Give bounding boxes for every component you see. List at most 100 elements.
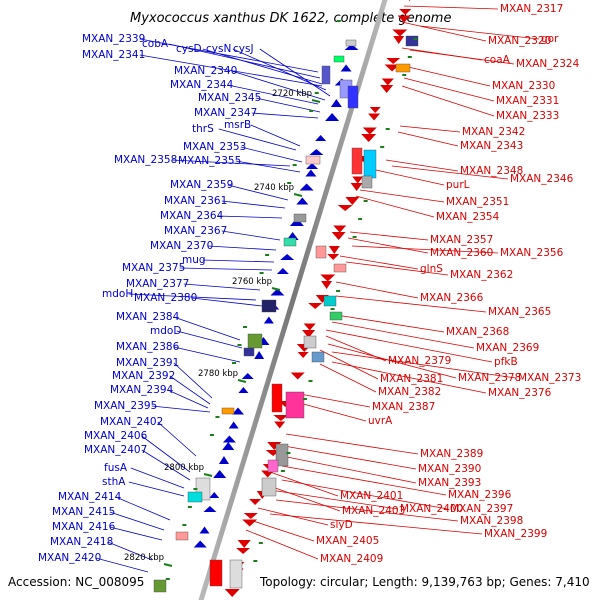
- gene-box: [323, 295, 337, 307]
- left-leader-line: [171, 159, 291, 167]
- left-leader-line: [251, 112, 319, 119]
- marker-dash: [165, 578, 170, 580]
- gene-arrow: [236, 548, 251, 554]
- left-leader-line: [207, 245, 277, 251]
- right-leader-line: [281, 465, 447, 496]
- gene-box: [333, 55, 345, 63]
- right-leader-line: [397, 131, 459, 147]
- marker-dash: [309, 110, 314, 112]
- gene-box: [175, 531, 189, 541]
- left-gene-label: MXAN_2345: [198, 92, 261, 104]
- right-gene-label: MXAN_2403: [342, 505, 405, 517]
- right-gene-label: slyD: [330, 519, 353, 531]
- right-gene-label: MXAN_2409: [320, 553, 383, 565]
- left-gene-label: MXAN_2347: [194, 107, 257, 119]
- kbp-label: 2780 kbp: [198, 369, 238, 379]
- marker-dash: [237, 344, 242, 346]
- left-gene-label: thrS: [192, 123, 214, 135]
- left-leader-line: [176, 330, 243, 349]
- gene-arrow: [305, 169, 317, 177]
- gene-box: [221, 407, 235, 415]
- gene-arrow: [222, 435, 236, 443]
- right-gene-label: MXAN_2387: [372, 401, 435, 413]
- gene-arrow: [352, 176, 364, 184]
- gene-box: [275, 443, 289, 467]
- gene-box: [267, 459, 279, 473]
- gene-arrow: [241, 373, 254, 379]
- gene-arrow: [297, 352, 309, 358]
- left-leader-line: [235, 160, 301, 173]
- left-gene-label: MXAN_2402: [100, 416, 163, 428]
- kbp-tick-mark: [237, 379, 247, 383]
- gene-arrow: [261, 470, 275, 478]
- right-leader-line: [329, 313, 445, 333]
- right-leader-line: [403, 5, 499, 10]
- marker-dash: [215, 416, 220, 418]
- right-leader-line: [275, 499, 459, 522]
- left-gene-label: cysN: [206, 43, 231, 55]
- right-leader-line: [351, 245, 499, 254]
- gene-box: [243, 347, 255, 357]
- gene-box: [321, 65, 331, 85]
- right-leader-line: [269, 489, 399, 510]
- left-gene-label: MXAN_2339: [82, 33, 145, 45]
- gene-arrow: [315, 135, 327, 141]
- left-leader-line: [218, 128, 297, 151]
- left-leader-line: [173, 346, 241, 363]
- right-gene-label: MXAN_2360: [430, 247, 493, 259]
- gene-arrow: [321, 281, 333, 289]
- gene-arrow: [325, 113, 340, 121]
- gene-box: [405, 35, 419, 47]
- left-gene-label: MXAN_2416: [52, 521, 116, 533]
- gene-arrow: [296, 197, 309, 205]
- gene-box: [363, 149, 377, 179]
- topology-text: Topology: circular; Length: 9,139,763 bp…: [259, 575, 590, 589]
- gene-box: [293, 213, 307, 223]
- gene-arrow: [361, 134, 377, 142]
- right-leader-line: [295, 401, 367, 422]
- marker-dash: [232, 362, 236, 364]
- gene-arrow: [290, 372, 305, 380]
- gene-arrow: [222, 442, 235, 450]
- right-gene-label: MXAN_2379: [388, 355, 451, 367]
- gene-box: [261, 477, 277, 497]
- right-leader-line: [391, 165, 509, 180]
- left-gene-label: MXAN_2358: [114, 154, 177, 166]
- gene-arrow: [242, 519, 258, 527]
- left-leader-line: [173, 316, 241, 341]
- gene-arrow: [303, 323, 316, 331]
- gene-arrow: [270, 288, 285, 296]
- gene-arrow: [344, 44, 359, 50]
- right-leader-line: [399, 125, 461, 133]
- right-leader-line: [325, 329, 493, 363]
- marker-dash: [308, 380, 313, 382]
- left-gene-label: MXAN_2341: [82, 49, 145, 61]
- right-leader-line: [403, 77, 495, 102]
- right-gene-label: MXAN_2343: [460, 140, 523, 152]
- right-leader-line: [345, 261, 449, 276]
- right-leader-line: [331, 361, 487, 394]
- left-gene-label: MXAN_2359: [170, 179, 233, 191]
- right-leader-line: [335, 281, 419, 299]
- right-leader-line: [401, 85, 495, 117]
- right-gene-label: MXAN_2331: [496, 95, 559, 107]
- marker-dash: [193, 488, 198, 490]
- left-gene-label: MXAN_2344: [170, 79, 234, 91]
- gene-box: [395, 63, 411, 73]
- right-gene-label: MXAN_2346: [510, 173, 574, 185]
- marker-dash: [330, 308, 335, 310]
- gene-arrow: [231, 407, 244, 415]
- gene-box: [153, 579, 167, 593]
- gene-arrow: [327, 254, 340, 260]
- left-leader-line: [221, 200, 286, 209]
- right-gene-label: MXAN_2401: [340, 490, 403, 502]
- gene-arrow: [368, 113, 381, 121]
- gene-arrow: [393, 36, 405, 44]
- left-leader-line: [179, 267, 273, 271]
- left-leader-line: [128, 293, 257, 301]
- left-gene-label: mdoH: [102, 288, 133, 300]
- gene-box: [303, 335, 317, 349]
- left-gene-label: cysD: [176, 43, 202, 55]
- left-leader-line: [109, 526, 163, 541]
